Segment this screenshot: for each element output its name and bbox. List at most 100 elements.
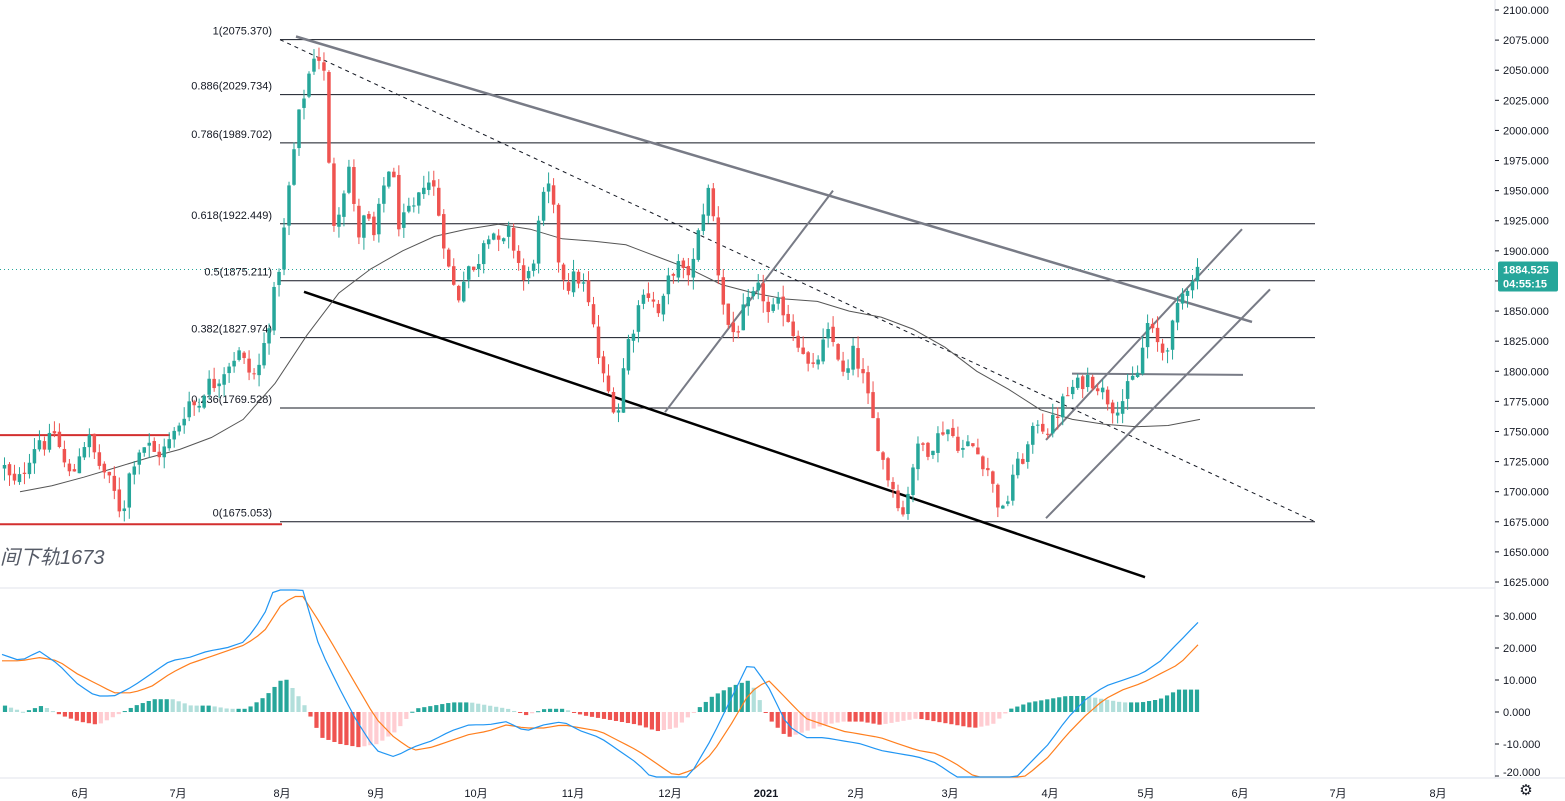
candle-body [476, 263, 481, 270]
time-tick-label: 5月 [1137, 788, 1154, 800]
macd-bar [955, 712, 960, 726]
macd-bar [362, 712, 367, 747]
candle-body [651, 299, 656, 302]
macd-bar [434, 705, 439, 712]
macd-bar [763, 712, 768, 713]
macd-bar [1087, 696, 1092, 712]
candle-body [661, 295, 666, 315]
candle-body [936, 433, 940, 453]
macd-bar [967, 712, 972, 728]
macd-bar [793, 712, 798, 735]
candle-body [606, 375, 611, 392]
candle-body [142, 447, 147, 453]
upper-channel-line [295, 35, 1253, 324]
macd-bar [332, 712, 337, 743]
candle-body [412, 205, 416, 207]
candle-body [1090, 376, 1095, 389]
macd-bar [703, 701, 708, 712]
settings-gear-icon[interactable]: ⚙ [1519, 782, 1533, 799]
candle-body [282, 227, 286, 270]
macd-bar [883, 712, 888, 724]
price-tick-label: 1925.000 [1503, 216, 1549, 228]
rising-channel-lower [1045, 288, 1271, 519]
fib-level-label: 0.786(1989.702) [191, 129, 272, 141]
macd-bar [661, 712, 666, 730]
candle-body [147, 442, 152, 446]
macd-bar [757, 700, 762, 712]
macd-bar [1033, 701, 1038, 712]
candle-body [581, 282, 586, 284]
macd-bar [1105, 699, 1110, 712]
candle-body [496, 235, 501, 240]
time-tick-label: 12月 [658, 788, 681, 800]
candle-body [437, 187, 441, 216]
candle-body [971, 443, 975, 447]
macd-bar [206, 705, 211, 712]
candle-body [726, 303, 731, 325]
candle-body [951, 427, 955, 437]
macd-bar [685, 712, 690, 718]
macd-bar [98, 712, 103, 724]
macd-bar [182, 703, 187, 712]
candle-body [1185, 290, 1190, 296]
candle-body [901, 507, 905, 515]
macd-bar [583, 712, 589, 716]
candle-body [112, 475, 117, 491]
macd-bar [320, 712, 325, 738]
candle-body [1175, 302, 1180, 323]
candle-body [1085, 374, 1090, 388]
macd-bar [8, 707, 14, 712]
candle-body [701, 214, 706, 231]
candle-body [916, 443, 920, 470]
candle-body [92, 433, 97, 453]
macd-bar [530, 712, 535, 714]
candle-body [1125, 381, 1130, 399]
macd-bar [14, 709, 20, 712]
macd-tick-label: -20.000 [1503, 767, 1540, 779]
candle-body [886, 458, 890, 481]
macd-bar [176, 701, 181, 712]
macd-bar [38, 706, 44, 712]
macd-bar [847, 712, 852, 722]
candle-body [1160, 343, 1165, 353]
time-tick-label: 4月 [1041, 788, 1058, 800]
candle-body [1021, 458, 1025, 464]
macd-bar [799, 712, 804, 733]
rising-channel-upper [1045, 228, 1243, 441]
candle-body [172, 430, 176, 440]
candle-body [1055, 416, 1060, 418]
macd-bar [212, 706, 217, 712]
candle-body [676, 261, 681, 278]
candle-body [846, 368, 850, 373]
macd-bar [476, 703, 481, 712]
candle-body [1095, 388, 1100, 392]
candle-body [481, 243, 486, 265]
candle-body [626, 339, 631, 371]
candle-body [192, 401, 196, 406]
price-tick-label: 1900.000 [1503, 246, 1549, 258]
candle-body [422, 187, 426, 195]
price-tick-label: 2075.000 [1503, 35, 1549, 47]
candle-body [17, 474, 22, 483]
macd-bar [200, 705, 205, 712]
macd-bar [290, 687, 295, 712]
macd-bar [1003, 712, 1008, 714]
macd-bar [673, 712, 678, 728]
candle-body [466, 266, 471, 280]
candle-body [521, 265, 526, 281]
fibonacci-retracement[interactable]: 1(2075.370) 0.886(2029.734) 0.786(1989.702… [0, 26, 1316, 526]
macd-bar [296, 696, 301, 712]
fib-level-label: 0.886(2029.734) [191, 81, 272, 93]
macd-bar [691, 712, 696, 713]
candle-body [392, 171, 396, 178]
macd-dea-line [2, 595, 1199, 778]
candle-body [616, 410, 621, 413]
candle-body [382, 185, 386, 204]
macd-bar [44, 708, 50, 712]
price-tick-label: 2000.000 [1503, 125, 1549, 137]
candle-body [117, 489, 122, 512]
axes[interactable]: 2100.000 2075.000 2050.000 2025.000 2000.000… [71, 5, 1558, 800]
macd-bar [1164, 695, 1170, 712]
candle-body [461, 281, 466, 302]
